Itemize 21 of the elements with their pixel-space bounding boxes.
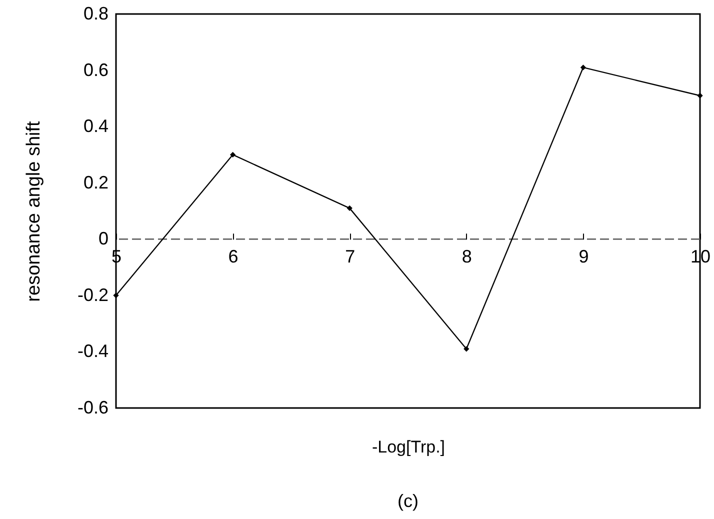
x-tick-label: 8 [462,246,472,267]
x-tick-label: 7 [345,246,356,267]
y-tick-label: -0.6 [77,398,108,418]
y-tick-label: 0 [98,228,108,249]
y-tick-label: -0.2 [77,284,108,305]
y-tick-label: -0.4 [77,341,108,362]
x-tick-label: 9 [578,246,589,267]
x-axis-title: -Log[Trp.] [372,438,446,456]
point [346,205,352,212]
point [230,152,236,158]
point [113,292,119,298]
y-tick-label: 0.4 [83,116,108,136]
y-tick-label: 0.8 [83,4,108,24]
y-tick-label: 0.6 [83,60,108,80]
point [697,92,703,98]
point [580,64,586,70]
y-tick-label: 0.2 [83,172,108,192]
text: (c) [398,491,418,511]
point [464,346,470,352]
x-tick-label: 6 [228,246,238,267]
y-axis-title: resonance angle shift [23,120,44,302]
